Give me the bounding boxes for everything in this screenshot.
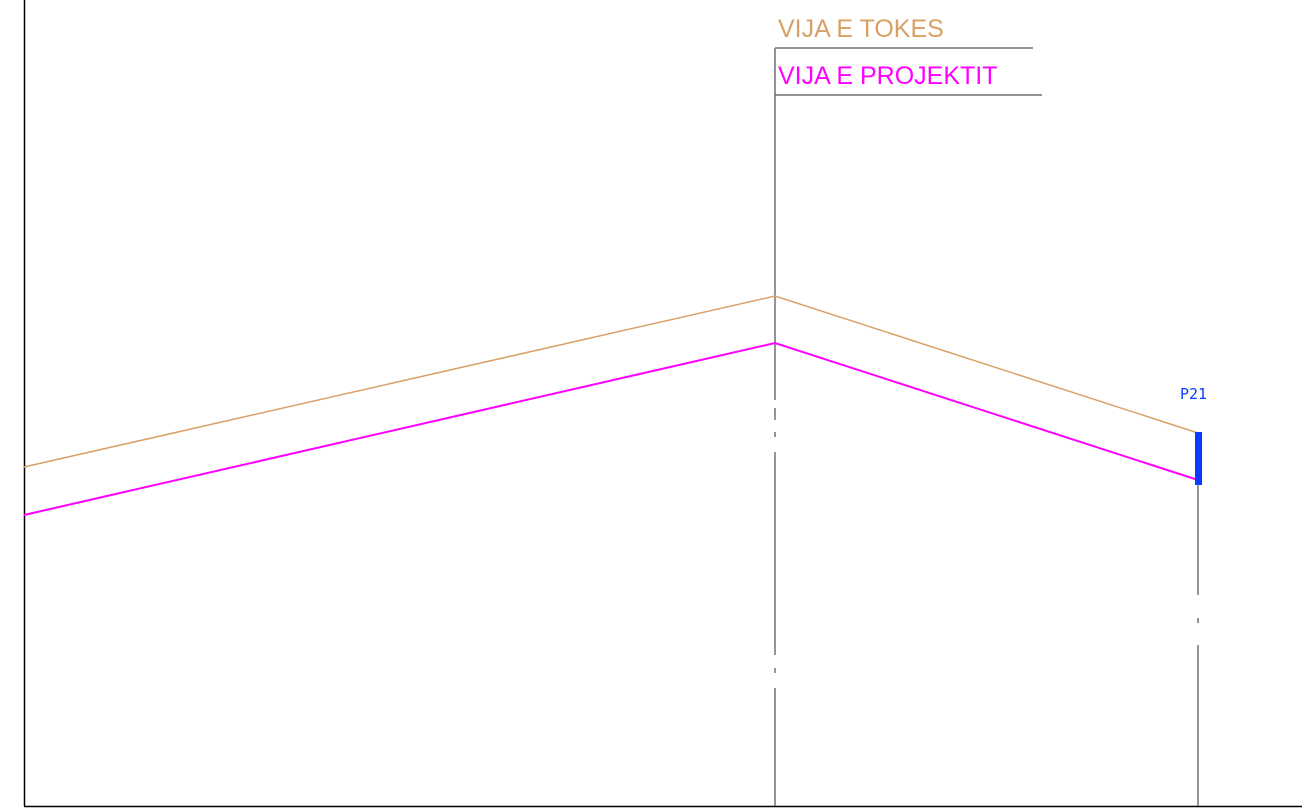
project-line: [23, 341, 1199, 516]
legend-ground-line-label: VIJA E TOKES: [778, 15, 944, 43]
legend-project-line-label: VIJA E PROJEKTIT: [778, 62, 998, 90]
ground-line: [23, 295, 1199, 468]
point-label-p21: P21: [1180, 385, 1207, 403]
point-marker-p21: [1195, 432, 1202, 485]
